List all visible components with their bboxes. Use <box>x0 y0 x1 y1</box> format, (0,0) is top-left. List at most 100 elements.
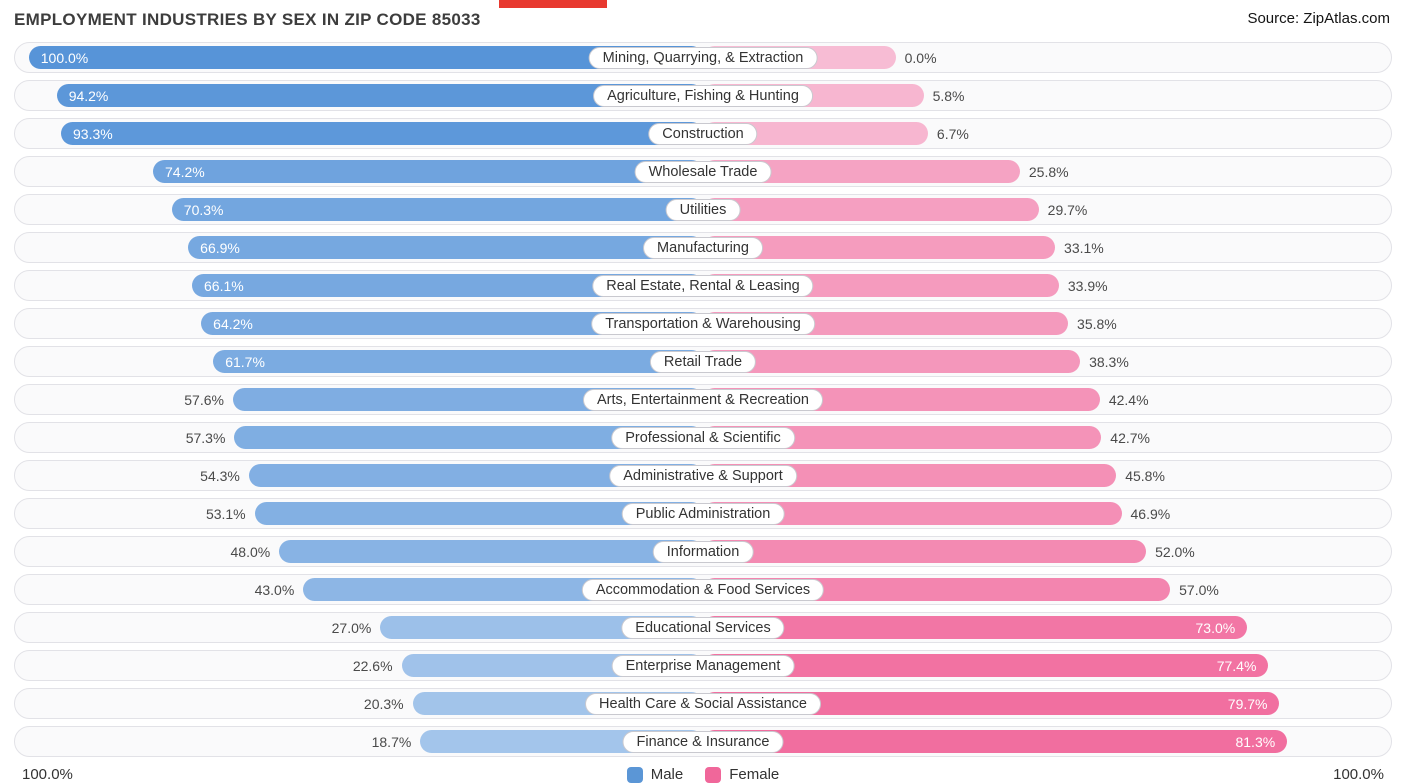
female-percent-label: 33.1% <box>1064 239 1104 256</box>
male-bar <box>28 46 703 69</box>
female-percent-label: 42.7% <box>1110 429 1150 446</box>
chart-footer: 100.0% Male Female 100.0% <box>22 766 1384 783</box>
x-axis-left-label: 100.0% <box>22 766 73 783</box>
industry-label: Arts, Entertainment & Recreation <box>583 388 823 411</box>
industry-label: Construction <box>648 122 758 145</box>
industry-row: Enterprise Management 22.6% 77.4% <box>14 650 1392 681</box>
industry-row: Accommodation & Food Services 43.0% 57.0% <box>14 574 1392 605</box>
male-percent-label: 53.1% <box>205 505 246 522</box>
female-percent-label: 5.8% <box>932 87 965 104</box>
female-percent-label: 52.0% <box>1155 543 1195 560</box>
x-axis-right-label: 100.0% <box>1333 766 1384 783</box>
industry-label: Administrative & Support <box>609 464 797 487</box>
chart-header: EMPLOYMENT INDUSTRIES BY SEX IN ZIP CODE… <box>0 0 1406 36</box>
female-percent-label: 0.0% <box>904 49 937 66</box>
industry-row: Agriculture, Fishing & Hunting 94.2% 5.8% <box>14 80 1392 111</box>
male-bar <box>254 502 703 525</box>
industry-row: Public Administration 53.1% 46.9% <box>14 498 1392 529</box>
male-bar <box>192 274 703 297</box>
male-percent-label: 94.2% <box>68 87 109 104</box>
female-bar <box>703 616 1248 639</box>
industry-label: Retail Trade <box>649 350 757 373</box>
male-percent-label: 64.2% <box>213 315 253 332</box>
legend: Male Female <box>626 766 779 783</box>
industry-row: Wholesale Trade 74.2% 25.8% <box>14 156 1392 187</box>
female-percent-label: 38.3% <box>1089 353 1129 370</box>
industry-label: Public Administration <box>621 502 785 525</box>
female-percent-label: 45.8% <box>1125 467 1165 484</box>
male-bar <box>213 350 703 373</box>
female-percent-label: 77.4% <box>1216 657 1257 674</box>
industry-label: Finance & Insurance <box>622 730 784 753</box>
female-bar <box>703 236 1056 259</box>
female-percent-label: 46.9% <box>1130 505 1171 522</box>
industry-label: Educational Services <box>621 616 785 639</box>
female-percent-label: 73.0% <box>1195 619 1236 636</box>
female-bar <box>703 464 1117 487</box>
male-bar <box>188 236 703 259</box>
female-bar <box>703 198 1039 221</box>
legend-male-label: Male <box>650 766 684 783</box>
male-bar <box>61 122 703 145</box>
industry-row: Health Care & Social Assistance 20.3% 79.7… <box>14 688 1392 719</box>
industry-row: Educational Services 27.0% 73.0% <box>14 612 1392 643</box>
female-bar <box>703 350 1081 373</box>
female-percent-label: 33.9% <box>1067 277 1108 294</box>
industry-row: Transportation & Warehousing 64.2% 35.8% <box>14 308 1392 339</box>
male-percent-label: 93.3% <box>73 125 113 142</box>
male-bar <box>279 540 703 563</box>
industry-row: Arts, Entertainment & Recreation 57.6% 42.… <box>14 384 1392 415</box>
top-red-artifact <box>499 0 607 8</box>
industry-label: Transportation & Warehousing <box>591 312 815 335</box>
male-percent-label: 100.0% <box>40 49 89 66</box>
male-percent-label: 20.3% <box>363 695 404 712</box>
female-percent-label: 57.0% <box>1179 581 1219 598</box>
male-percent-label: 43.0% <box>254 581 295 598</box>
male-percent-label: 27.0% <box>331 619 372 636</box>
female-percent-label: 81.3% <box>1235 733 1276 750</box>
source-attribution[interactable]: Source: ZipAtlas.com <box>1247 10 1390 27</box>
male-percent-label: 66.9% <box>200 239 240 256</box>
industry-label: Mining, Quarrying, & Extraction <box>588 46 818 69</box>
female-bar <box>703 122 928 145</box>
industry-row: Mining, Quarrying, & Extraction 100.0% 0.0… <box>14 42 1392 73</box>
industry-row: Real Estate, Rental & Leasing 66.1% 33.9% <box>14 270 1392 301</box>
male-bar <box>234 426 703 449</box>
female-percent-label: 42.4% <box>1108 391 1149 408</box>
male-bar <box>201 312 703 335</box>
male-percent-label: 74.2% <box>165 163 205 180</box>
female-bar <box>703 692 1280 715</box>
female-percent-label: 29.7% <box>1047 201 1088 218</box>
female-bar <box>703 730 1288 753</box>
female-bar <box>703 654 1269 677</box>
industry-label: Wholesale Trade <box>634 160 772 183</box>
industry-row: Professional & Scientific 57.3% 42.7% <box>14 422 1392 453</box>
male-bar <box>56 84 703 107</box>
male-swatch-icon <box>626 766 643 783</box>
female-swatch-icon <box>705 766 722 783</box>
female-percent-label: 79.7% <box>1227 695 1268 712</box>
industry-row: Construction 93.3% 6.7% <box>14 118 1392 149</box>
male-percent-label: 57.3% <box>185 429 226 446</box>
industry-label: Agriculture, Fishing & Hunting <box>593 84 813 107</box>
industry-label: Information <box>652 540 754 563</box>
male-percent-label: 54.3% <box>200 467 240 484</box>
female-percent-label: 25.8% <box>1028 163 1069 180</box>
legend-entry-male: Male <box>626 766 684 783</box>
industry-row: Utilities 70.3% 29.7% <box>14 194 1392 225</box>
industry-label: Manufacturing <box>643 236 763 259</box>
male-bar <box>153 160 703 183</box>
industry-label: Health Care & Social Assistance <box>585 692 821 715</box>
industry-row: Administrative & Support 54.3% 45.8% <box>14 460 1392 491</box>
female-bar <box>703 540 1147 563</box>
industry-label: Utilities <box>665 198 741 221</box>
industry-row: Information 48.0% 52.0% <box>14 536 1392 567</box>
female-percent-label: 6.7% <box>936 125 969 142</box>
industry-label: Accommodation & Food Services <box>581 578 825 601</box>
industry-label: Professional & Scientific <box>611 426 795 449</box>
industry-label: Enterprise Management <box>611 654 795 677</box>
male-percent-label: 22.6% <box>352 657 393 674</box>
industry-label: Real Estate, Rental & Leasing <box>592 274 814 297</box>
male-percent-label: 48.0% <box>230 543 271 560</box>
female-bar <box>703 426 1102 449</box>
